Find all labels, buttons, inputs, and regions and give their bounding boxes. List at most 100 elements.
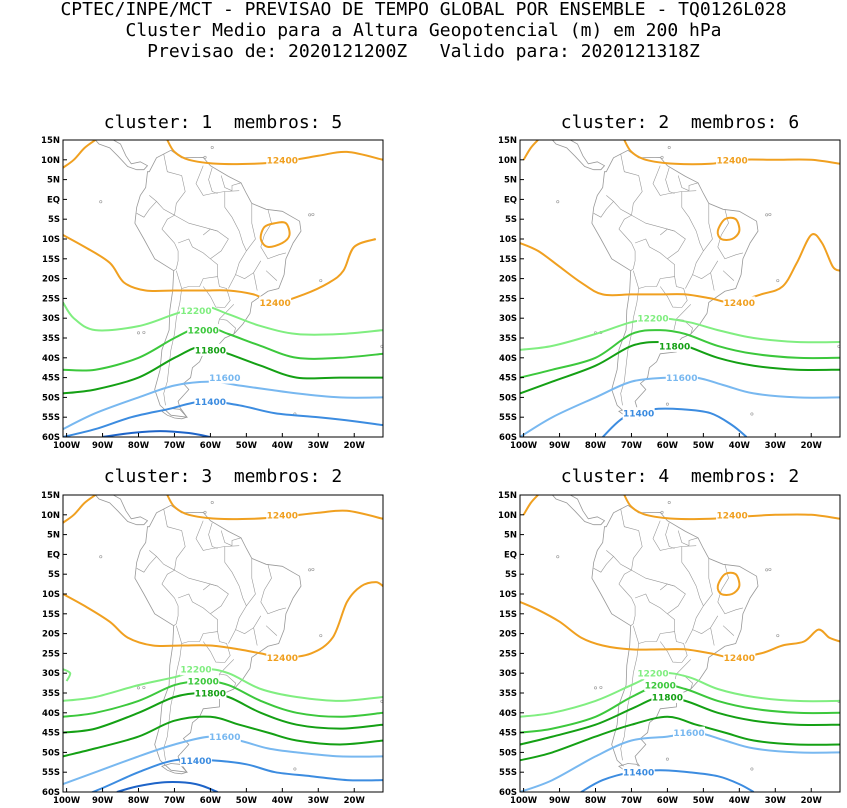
country-border <box>652 165 697 196</box>
contour-label-bg <box>622 766 655 779</box>
lon-label: 40W <box>729 441 751 451</box>
contour-label-bg <box>637 312 670 325</box>
contour-12400 <box>63 234 377 304</box>
country-border <box>633 238 675 289</box>
contour-label: 11600 <box>209 733 240 743</box>
contour-label-bg <box>180 304 213 317</box>
contour-11600 <box>520 375 840 437</box>
lon-label: 90W <box>92 796 114 806</box>
contour-label: 12400 <box>724 299 755 309</box>
island <box>765 568 769 572</box>
island <box>556 555 560 559</box>
lat-label: 10S <box>499 590 517 600</box>
country-border <box>606 195 632 216</box>
lat-label: 10S <box>499 235 517 245</box>
contour-label-bg <box>651 690 684 703</box>
country-border <box>163 643 182 761</box>
lat-label: 40S <box>42 354 60 364</box>
lat-label: 60S <box>499 788 517 798</box>
country-border <box>220 530 233 546</box>
lon-label: 60W <box>200 796 222 806</box>
island <box>308 213 312 217</box>
country-border <box>631 214 675 232</box>
contour-label: 11800 <box>652 693 683 703</box>
lon-label: 80W <box>585 441 607 451</box>
contour-12400 <box>259 221 291 249</box>
island <box>750 412 754 416</box>
island <box>380 344 383 348</box>
contour-label-bg <box>665 371 698 384</box>
lat-label: 5S <box>505 215 517 225</box>
island <box>308 568 312 572</box>
island <box>142 685 146 689</box>
country-border <box>219 673 236 690</box>
lon-label: 70W <box>164 796 186 806</box>
contour-label: 12200 <box>637 315 668 325</box>
contour-11400 <box>90 758 383 792</box>
contour-label-bg <box>637 667 670 680</box>
panel-title-1: cluster: 1 membros: 5 <box>103 112 343 133</box>
lat-label: 10N <box>41 156 60 166</box>
lon-label: 20W <box>344 796 366 806</box>
lon-label: 20W <box>801 441 823 451</box>
country-border <box>260 209 286 260</box>
country-border <box>136 556 157 573</box>
country-border <box>149 195 175 216</box>
country-border <box>618 583 636 626</box>
map-panel-3: 12400 12400 12200 12000 11800 11600 11400 15N 10… <box>41 491 384 806</box>
map-frame <box>519 494 841 793</box>
country-border <box>593 201 614 218</box>
lat-label: 15N <box>498 136 517 146</box>
island <box>837 344 840 348</box>
country-border <box>228 274 236 289</box>
contour-label-bg <box>194 395 227 408</box>
island <box>99 200 103 204</box>
lat-label: 25S <box>42 649 60 659</box>
header-line-3: Previsao de: 2020121200Z Valido para: 20… <box>147 41 700 62</box>
country-border <box>220 175 233 191</box>
lon-label: 30W <box>308 796 330 806</box>
lat-label: 45S <box>42 374 60 384</box>
contour-12400 <box>63 581 383 659</box>
lat-label: 40S <box>42 709 60 719</box>
lat-label: 25S <box>499 294 517 304</box>
island <box>594 686 598 690</box>
country-border <box>216 304 235 331</box>
country-border <box>203 583 229 615</box>
contour-label: 11600 <box>673 729 704 739</box>
contour-label: 11800 <box>195 346 226 356</box>
lat-label: 20S <box>499 630 517 640</box>
contour-label: 11400 <box>195 398 226 408</box>
lat-label: 5S <box>48 215 60 225</box>
country-border <box>692 203 719 279</box>
lon-label: 100W <box>53 796 81 806</box>
lon-label: 50W <box>236 796 258 806</box>
country-border <box>681 191 704 252</box>
contour-12200 <box>520 671 840 718</box>
country-border <box>717 209 743 260</box>
lat-label: 60S <box>42 788 60 798</box>
lon-label: 70W <box>164 441 186 451</box>
lat-label: 5N <box>47 531 60 541</box>
contour-11200 <box>116 781 218 792</box>
lat-label: EQ <box>47 550 60 560</box>
lat-label: 60S <box>42 433 60 443</box>
country-border <box>208 522 218 549</box>
lat-label: 30S <box>42 314 60 324</box>
contour-label: 12200 <box>180 307 211 317</box>
lon-label: 60W <box>657 796 679 806</box>
lat-label: 30S <box>499 669 517 679</box>
island <box>660 510 664 514</box>
country-border <box>265 625 278 636</box>
contour-11800 <box>520 715 840 762</box>
country-border <box>673 304 692 331</box>
lat-label: 50S <box>499 748 517 758</box>
island <box>776 279 780 283</box>
lon-label: 90W <box>549 796 571 806</box>
country-border <box>231 182 242 191</box>
island <box>99 555 103 559</box>
country-border <box>606 550 632 571</box>
lat-label: 5S <box>48 570 60 580</box>
lon-label: 60W <box>200 441 222 451</box>
panel-title-2: cluster: 2 membros: 6 <box>560 112 800 133</box>
